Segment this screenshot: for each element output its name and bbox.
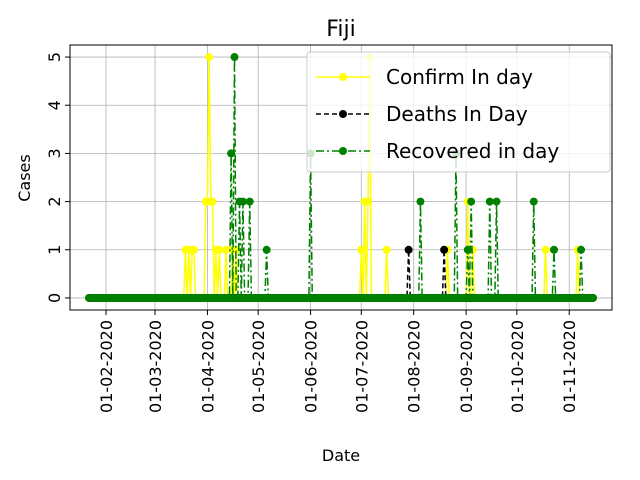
x-tick-label: 01-09-2020 — [457, 320, 476, 413]
data-point — [492, 197, 501, 206]
legend-swatch-marker — [339, 110, 347, 118]
legend-swatch-marker — [339, 147, 347, 155]
series-layer — [85, 53, 597, 302]
x-tick-label: 01-02-2020 — [97, 320, 116, 413]
y-tick-label: 2 — [45, 196, 64, 206]
data-point — [205, 53, 214, 62]
legend-label: Recovered in day — [386, 139, 559, 163]
x-tick-label: 01-05-2020 — [249, 320, 268, 413]
y-tick-label: 1 — [45, 245, 64, 255]
x-axis-title: Date — [322, 446, 360, 465]
data-point — [529, 197, 538, 206]
data-point — [416, 197, 425, 206]
data-point — [215, 245, 224, 254]
data-point — [245, 197, 254, 206]
y-axis-ticks: 0 1 2 3 4 5 — [45, 52, 70, 303]
data-point — [364, 197, 373, 206]
series-deaths-in-day — [85, 245, 597, 302]
y-tick-label: 3 — [45, 148, 64, 158]
data-point — [238, 197, 247, 206]
data-point — [577, 245, 586, 254]
y-tick-label: 5 — [45, 52, 64, 62]
legend-item: Deaths In Day — [316, 102, 528, 126]
data-point — [588, 293, 597, 302]
data-point — [262, 245, 271, 254]
x-tick-label: 01-10-2020 — [508, 320, 527, 413]
y-tick-label: 0 — [45, 293, 64, 303]
data-point — [230, 53, 239, 62]
data-point — [463, 245, 472, 254]
legend-item: Recovered in day — [316, 139, 559, 163]
x-tick-label: 01-04-2020 — [198, 320, 217, 413]
data-point — [227, 149, 236, 158]
x-tick-label: 01-03-2020 — [146, 320, 165, 413]
data-point — [189, 245, 198, 254]
series-line — [89, 249, 593, 299]
data-point — [222, 245, 231, 254]
legend-label: Confirm In day — [386, 65, 533, 89]
data-point — [541, 245, 550, 254]
legend-box — [306, 51, 611, 173]
y-axis-title: Cases — [15, 154, 34, 202]
x-axis-ticks: 01-02-2020 01-03-2020 01-04-2020 01-05-2020… — [97, 310, 579, 413]
data-point — [550, 245, 559, 254]
data-point — [485, 197, 494, 206]
x-tick-label: 01-11-2020 — [560, 320, 579, 413]
data-point — [382, 245, 391, 254]
data-point — [440, 245, 449, 254]
data-point — [208, 197, 217, 206]
legend: Confirm In day Deaths In Day Recovered in … — [306, 51, 611, 173]
legend-swatch-marker — [339, 73, 347, 81]
x-tick-label: 01-08-2020 — [405, 320, 424, 413]
series-recovered-in-day — [85, 53, 597, 302]
data-point — [404, 245, 413, 254]
data-point — [467, 197, 476, 206]
x-tick-label: 01-06-2020 — [302, 320, 321, 413]
plot-frame — [69, 44, 613, 311]
legend-label: Deaths In Day — [386, 102, 528, 126]
chart-title: Fiji — [326, 17, 355, 42]
y-tick-label: 4 — [45, 100, 64, 110]
legend-item: Confirm In day — [316, 65, 533, 89]
x-tick-label: 01-07-2020 — [352, 320, 371, 413]
data-point — [357, 245, 366, 254]
